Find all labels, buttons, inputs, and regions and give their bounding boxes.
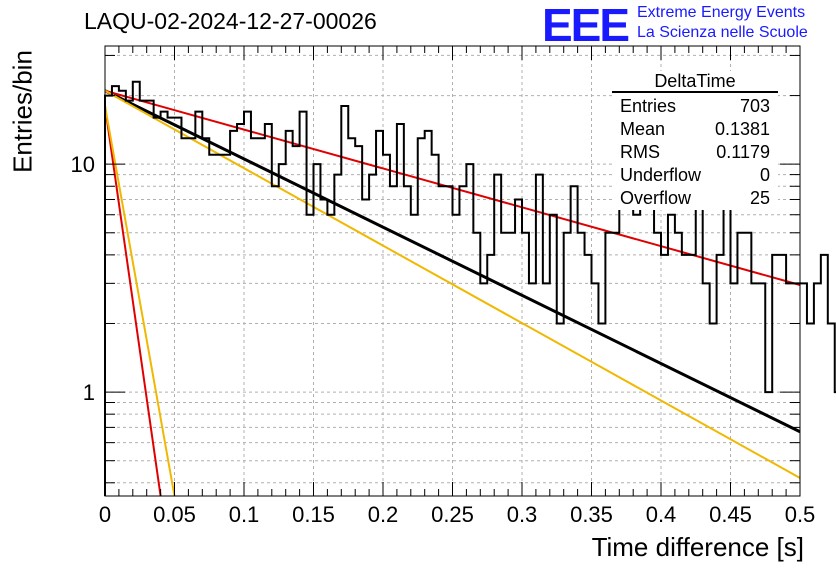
grid-lines xyxy=(105,46,800,496)
logo-line-2: La Scienza nelle Scuole xyxy=(637,24,808,41)
fit-line xyxy=(104,89,801,434)
eee-logo-mark: EEE xyxy=(542,0,630,51)
y-tick-label: 1 xyxy=(83,380,95,405)
stats-label: Underflow xyxy=(620,165,702,185)
stats-label: Overflow xyxy=(620,188,692,208)
stats-row: Underflow 0 xyxy=(612,164,778,187)
stats-row: Overflow 25 xyxy=(612,187,778,210)
stats-rows: Entries 703 Mean 0.1381 RMS 0.1179 Underflow 0 O… xyxy=(612,95,778,210)
histogram-series xyxy=(104,80,836,496)
stats-box: DeltaTime Entries 703 Mean 0.1381 RMS 0.1179 U… xyxy=(612,71,778,210)
stats-value: 0.1179 xyxy=(716,142,770,162)
stats-label: Entries xyxy=(620,96,677,116)
x-tick-label: 0.15 xyxy=(292,502,335,527)
stats-row: Mean 0.1381 xyxy=(612,118,778,141)
stats-value: 703 xyxy=(739,96,770,116)
eee-logo-text: Extreme Energy Events La Scienza nelle S… xyxy=(637,3,808,43)
y-tick-label: 10 xyxy=(71,152,95,177)
x-tick-label: 0.1 xyxy=(229,502,260,527)
stats-label: Mean xyxy=(620,119,666,139)
fit-line xyxy=(104,105,162,497)
x-tick-label: 0.45 xyxy=(709,502,752,527)
x-tick-label: 0.2 xyxy=(368,502,399,527)
x-tick-label: 0.35 xyxy=(570,502,613,527)
logo-line-1: Extreme Energy Events xyxy=(637,4,806,21)
x-axis-label: Time difference [s] xyxy=(591,532,804,562)
x-tick-label: 0 xyxy=(99,502,111,527)
x-tick-label: 0.25 xyxy=(431,502,474,527)
stats-title: DeltaTime xyxy=(612,71,778,93)
stats-value: 0 xyxy=(759,165,770,185)
x-tick-label: 0.3 xyxy=(507,502,538,527)
stats-value: 25 xyxy=(749,188,770,208)
x-tick-label: 0.5 xyxy=(785,502,816,527)
stats-row: RMS 0.1179 xyxy=(612,141,778,164)
axis-ticks: 0 0.05 0.1 0.15 0.2 0.25 0.3 0.35 0.4 0.45 0.5 1 10 xyxy=(71,46,816,527)
x-tick-label: 0.4 xyxy=(646,502,677,527)
stats-value: 0.1381 xyxy=(714,119,770,139)
fit-line xyxy=(104,105,176,497)
x-tick-label: 0.05 xyxy=(153,502,196,527)
stats-row: Entries 703 xyxy=(612,95,778,118)
y-axis-label: Entries/bin xyxy=(7,50,38,173)
histogram-step-line xyxy=(104,80,836,496)
stats-label: RMS xyxy=(620,142,660,162)
chart-title: LAQU-02-2024-12-27-00026 xyxy=(84,8,377,34)
